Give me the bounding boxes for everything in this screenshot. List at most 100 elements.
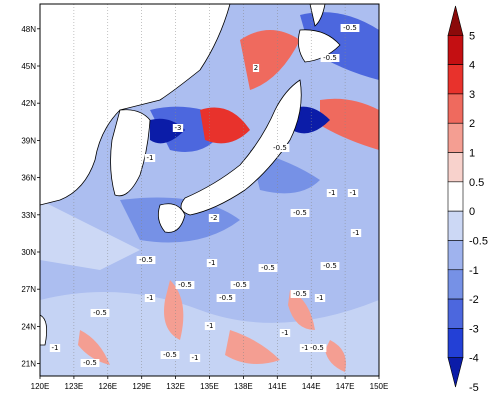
contour-label-bg [340, 24, 360, 32]
lon-tick-label: 135E [200, 382, 219, 391]
lat-tick-label: 48N [21, 25, 36, 34]
colorbar-segment [447, 240, 464, 271]
colorbar-label: -0.5 [469, 235, 488, 247]
colorbar-segment [447, 152, 464, 183]
colorbar-label: 2 [469, 118, 475, 130]
lat-tick-label: 36N [21, 174, 36, 183]
contour-label: -1 [317, 294, 324, 302]
colorbar-segment [447, 5, 464, 36]
contour-label-bg [258, 264, 278, 272]
colorbar-label: -2 [469, 294, 479, 306]
lat-tick-label: 45N [21, 62, 36, 71]
contour-label-bg [144, 154, 156, 162]
lon-tick-label: 123E [65, 382, 84, 391]
colorbar-label: 4 [469, 60, 475, 72]
contour-label: -0.5 [273, 144, 287, 152]
contour-label: -1 [52, 344, 59, 352]
latitude-axis: 48N 45N 42N 39N 36N 33N 30N 27N 24N 21N [21, 25, 40, 369]
contour-label-bg [208, 214, 220, 222]
contour-label: -0.5 [310, 344, 324, 352]
lon-tick-label: 120E [31, 382, 50, 391]
colorbar-segment [447, 93, 464, 124]
contour-label: -1 [329, 189, 336, 197]
contour-label-bg [189, 354, 201, 362]
lat-tick-label: 24N [21, 322, 36, 331]
contour-label: 2 [254, 64, 258, 72]
lon-tick-label: 132E [166, 382, 185, 391]
colorbar-segment [447, 64, 464, 95]
contour-label-bg [172, 124, 184, 132]
contour-label-bg [206, 259, 218, 267]
contour-label: -1 [207, 322, 214, 330]
contour-label-bg [230, 281, 250, 289]
contour-label-bg [279, 329, 291, 337]
contour-label-bg [350, 229, 362, 237]
lon-tick-label: 150E [370, 382, 389, 391]
contour-label-bg [216, 294, 236, 302]
colorbar-segment [447, 210, 464, 241]
lon-tick-label: 138E [234, 382, 253, 391]
lon-tick-label: 141E [268, 382, 287, 391]
colorbar-segment [447, 35, 464, 65]
contour-label-bg [136, 256, 156, 264]
contour-label-bg [80, 359, 100, 367]
contour-label: -1 [147, 154, 154, 162]
contour-label: -0.5 [178, 281, 192, 289]
colorbar-label: -3 [469, 323, 479, 335]
contour-label-bg [252, 64, 260, 72]
longitude-axis: 120E 123E 126E 129E 132E 135E 138E 141E 144E 147E… [31, 376, 389, 391]
land-areas [39, 3, 341, 346]
contour-label: -0.5 [293, 209, 307, 217]
contour-label-bg [320, 54, 340, 62]
contour-label-bg [347, 189, 359, 197]
contour-label: -1 [353, 229, 360, 237]
lat-tick-label: 39N [21, 136, 36, 145]
contour-label: -1 [350, 189, 357, 197]
colorbar-label: 3 [469, 89, 475, 101]
colorbar-label: 1 [469, 148, 475, 160]
contour-label: -0.5 [343, 24, 357, 32]
colorbar-label: -5 [469, 382, 479, 394]
lon-tick-label: 147E [336, 382, 355, 391]
contour-label: -1 [302, 344, 309, 352]
contour-label: -0.5 [323, 54, 337, 62]
contour-label: -1 [192, 354, 199, 362]
colorbar-label: -1 [469, 265, 479, 277]
colorbar-segment [447, 181, 464, 212]
lon-tick-label: 126E [98, 382, 117, 391]
contour-label-bg [49, 344, 61, 352]
contour-label: -0.5 [261, 264, 275, 272]
contour-label-bg [326, 189, 338, 197]
contour-label-bg [144, 294, 156, 302]
colorbar-segment [447, 357, 464, 388]
colorbar-segment [447, 298, 464, 329]
contour-label-bg [204, 322, 216, 330]
colorbar-label: 0 [469, 206, 475, 218]
contour-labels: 2-0.5-0.5-0.5-1 -1-0.5-0.5-2-3-1-1-0.5-0.… [49, 24, 362, 367]
lat-tick-label: 21N [21, 360, 36, 369]
colorbar-segment [447, 122, 464, 153]
contour-label-bg [160, 351, 180, 359]
contour-label: -0.5 [233, 281, 247, 289]
contour-label-bg [290, 209, 310, 217]
contour-label-bg [290, 290, 310, 298]
contour-label-bg [270, 144, 290, 152]
contour-label-bg [175, 281, 195, 289]
colorbar-label: 0.5 [469, 177, 484, 189]
contour-label: -2 [211, 214, 218, 222]
contour-label-bg [90, 309, 110, 317]
lat-tick-label: 33N [21, 211, 36, 220]
lon-tick-label: 144E [302, 382, 321, 391]
lat-tick-label: 42N [21, 99, 36, 108]
contour-label: -0.5 [163, 351, 177, 359]
contour-label: -0.5 [323, 262, 337, 270]
contour-label-bg [314, 294, 326, 302]
lat-tick-label: 27N [21, 285, 36, 294]
contour-label-bg [299, 344, 311, 352]
contour-label: -0.5 [83, 359, 97, 367]
lat-tick-label: 30N [21, 248, 36, 257]
contour-label: -3 [175, 124, 182, 132]
colorbar-label: 5 [469, 30, 475, 42]
contour-label: -0.5 [93, 309, 107, 317]
